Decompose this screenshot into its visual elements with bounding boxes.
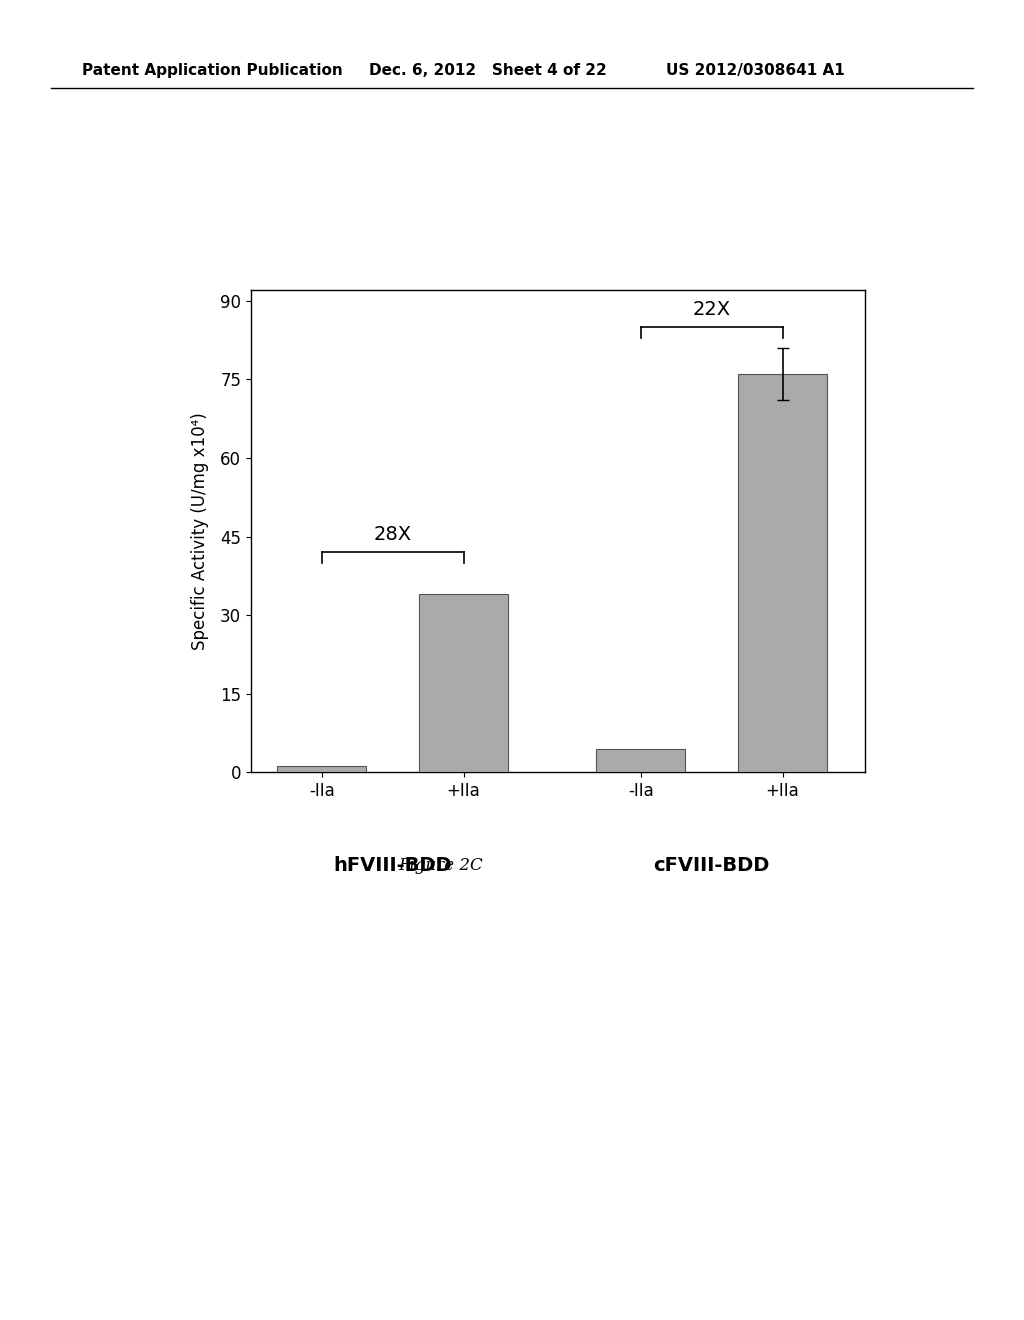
- Bar: [278, 766, 366, 772]
- Bar: [596, 748, 685, 772]
- Text: Patent Application Publication: Patent Application Publication: [82, 63, 343, 78]
- Text: Dec. 6, 2012   Sheet 4 of 22: Dec. 6, 2012 Sheet 4 of 22: [369, 63, 606, 78]
- Text: Figure 2C: Figure 2C: [398, 857, 482, 874]
- Bar: [419, 594, 508, 772]
- Bar: [738, 374, 826, 772]
- Text: hFVIII-BDD: hFVIII-BDD: [334, 855, 452, 875]
- Text: 22X: 22X: [692, 300, 731, 319]
- Y-axis label: Specific Activity (U/mg x10⁴): Specific Activity (U/mg x10⁴): [190, 412, 209, 651]
- Text: cFVIII-BDD: cFVIII-BDD: [653, 855, 770, 875]
- Text: US 2012/0308641 A1: US 2012/0308641 A1: [666, 63, 845, 78]
- Text: 28X: 28X: [374, 525, 412, 544]
